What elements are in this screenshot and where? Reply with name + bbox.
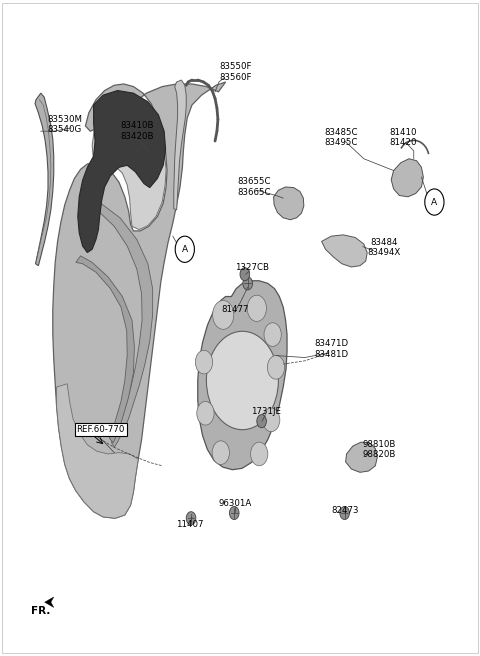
Text: 83655C
83665C: 83655C 83665C xyxy=(238,177,271,197)
Circle shape xyxy=(340,506,349,520)
Polygon shape xyxy=(45,597,54,607)
Text: A: A xyxy=(432,197,437,207)
Polygon shape xyxy=(322,235,367,267)
Text: 98810B
98820B: 98810B 98820B xyxy=(362,440,396,459)
Text: A: A xyxy=(182,245,188,254)
Text: FR.: FR. xyxy=(31,606,50,617)
Polygon shape xyxy=(78,91,166,253)
Circle shape xyxy=(186,512,196,525)
Polygon shape xyxy=(346,442,377,472)
Text: REF.60-770: REF.60-770 xyxy=(77,425,125,434)
Circle shape xyxy=(425,189,444,215)
Circle shape xyxy=(263,408,280,432)
Polygon shape xyxy=(391,159,423,197)
Circle shape xyxy=(240,268,250,281)
Text: 82473: 82473 xyxy=(332,506,360,515)
Text: 83410B
83420B: 83410B 83420B xyxy=(120,121,154,141)
Polygon shape xyxy=(57,384,138,518)
Text: 1731JE: 1731JE xyxy=(252,407,281,416)
Text: 83530M
83540G: 83530M 83540G xyxy=(48,115,82,134)
Polygon shape xyxy=(53,82,226,518)
Circle shape xyxy=(212,441,229,464)
Polygon shape xyxy=(198,281,287,470)
Text: 81410
81420: 81410 81420 xyxy=(389,128,417,148)
Circle shape xyxy=(264,323,281,346)
Circle shape xyxy=(195,350,213,374)
Polygon shape xyxy=(274,187,304,220)
Circle shape xyxy=(267,356,285,379)
Text: 83484
83494X: 83484 83494X xyxy=(367,237,401,257)
Circle shape xyxy=(206,331,278,430)
Text: 81477: 81477 xyxy=(221,305,249,314)
Circle shape xyxy=(247,295,266,321)
Circle shape xyxy=(213,300,234,329)
Polygon shape xyxy=(92,98,166,230)
Circle shape xyxy=(175,236,194,262)
Text: 83471D
83481D: 83471D 83481D xyxy=(314,339,348,359)
Circle shape xyxy=(257,415,266,428)
Text: 83550F
83560F: 83550F 83560F xyxy=(219,62,252,82)
Text: 11407: 11407 xyxy=(176,520,204,529)
Polygon shape xyxy=(76,256,134,443)
Circle shape xyxy=(251,442,268,466)
Circle shape xyxy=(243,277,252,290)
Text: 96301A: 96301A xyxy=(218,499,252,508)
Text: 83485C
83495C: 83485C 83495C xyxy=(324,128,358,148)
Polygon shape xyxy=(82,197,153,447)
Polygon shape xyxy=(35,93,54,266)
Text: 1327CB: 1327CB xyxy=(235,263,269,272)
Polygon shape xyxy=(174,80,186,210)
Circle shape xyxy=(229,506,239,520)
Circle shape xyxy=(197,401,214,425)
